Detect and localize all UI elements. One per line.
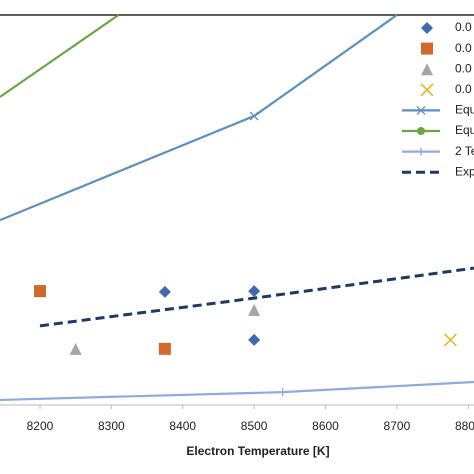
- x-tick-label: 8400: [169, 419, 196, 433]
- legend-marker: [421, 63, 433, 76]
- legend-label: 2 Te: [455, 144, 474, 158]
- legend-label: 0.0: [455, 20, 472, 34]
- x-tick-label: 8300: [98, 419, 125, 433]
- marker: [248, 285, 261, 298]
- marker: [158, 285, 171, 298]
- marker: [158, 342, 171, 355]
- marker: [69, 342, 82, 355]
- series-line: [39, 266, 474, 328]
- x-tick-label: 8700: [384, 419, 411, 433]
- series-line: [0, 14, 398, 222]
- legend-box: [395, 17, 474, 183]
- legend-label: 0.0: [455, 41, 472, 55]
- marker: [33, 285, 46, 298]
- legend-marker: [420, 83, 434, 97]
- legend-label: Exp: [455, 164, 474, 178]
- legend-label: Equ: [455, 103, 474, 117]
- legend-marker: [421, 22, 433, 34]
- x-tick-label: 8200: [27, 419, 54, 433]
- legend-marker: [417, 147, 425, 156]
- x-tick-label: 8600: [312, 419, 339, 433]
- legend-label: 0.0: [455, 61, 472, 75]
- x-tick-label: 8500: [241, 419, 268, 433]
- point-marker: [249, 111, 259, 121]
- legend-label: Equ: [455, 123, 474, 137]
- series-line: [0, 380, 474, 402]
- x-axis-label: Electron Temperature [K]: [186, 444, 329, 458]
- marker: [248, 303, 261, 316]
- legend-label: 0.0: [455, 82, 472, 96]
- legend: 0.0 0.0 0.0 0.0 Equ Equ 2 Te Exp: [395, 17, 474, 183]
- legend-marker: [417, 127, 425, 135]
- marker: [443, 333, 457, 347]
- legend-marker: [421, 42, 433, 55]
- series-line: [0, 14, 120, 98]
- point-marker: [278, 388, 287, 397]
- legend-marker: [416, 105, 426, 115]
- marker: [248, 333, 261, 346]
